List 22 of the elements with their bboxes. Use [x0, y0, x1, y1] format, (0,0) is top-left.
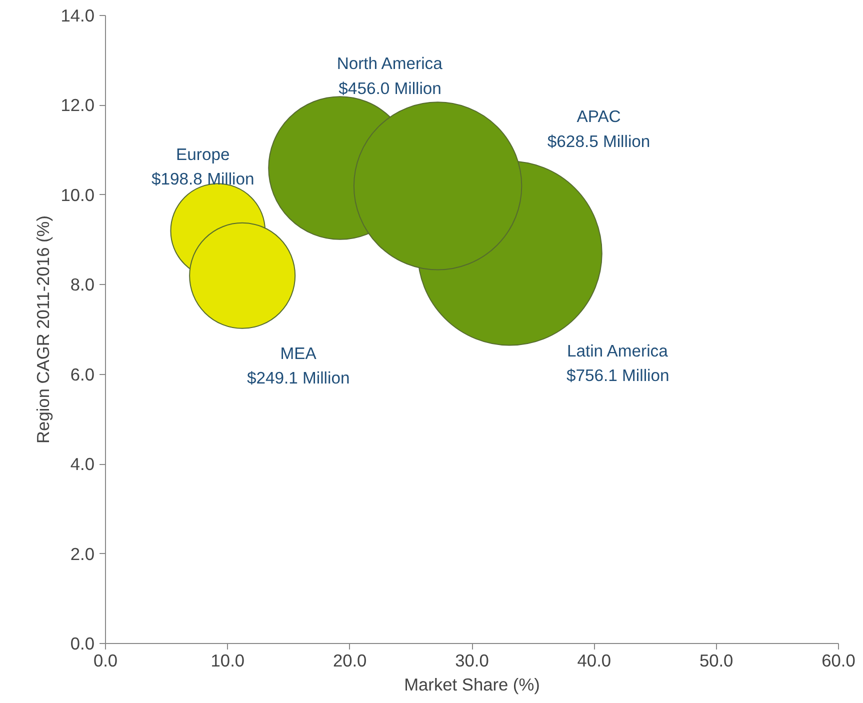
y-tick-label: 2.0 [70, 544, 95, 564]
x-tick-label: 60.0 [822, 650, 856, 670]
y-axis-title: Region CAGR 2011-2016 (%) [32, 216, 53, 444]
annotation: Latin America $756.1 Million [566, 341, 670, 386]
y-tick-label: 0.0 [70, 634, 95, 654]
x-tick-label: 0.0 [93, 650, 118, 670]
annotation: MEA $249.1 Million [246, 344, 350, 388]
annotation: North America $456.0 Million [336, 54, 444, 98]
y-tick-label: 8.0 [70, 274, 95, 295]
x-tick-label: 50.0 [699, 650, 734, 670]
x-axis-title: Market Share (%) [404, 674, 540, 694]
x-tick-label: 20.0 [332, 650, 367, 670]
y-tick-label: 10.0 [60, 184, 95, 205]
annotation: APAC $628.5 Million [547, 107, 650, 151]
y-tick-label: 4.0 [70, 454, 95, 474]
y-tick-label: 14.0 [60, 6, 95, 26]
x-tick-label: 10.0 [210, 650, 245, 670]
annotation: Europe $198.8 Million [152, 144, 254, 189]
y-tick-label: 12.0 [60, 95, 95, 116]
x-tick-label: 40.0 [577, 650, 612, 670]
x-tick-label: 30.0 [455, 650, 489, 670]
y-tick-label: 6.0 [70, 364, 95, 384]
